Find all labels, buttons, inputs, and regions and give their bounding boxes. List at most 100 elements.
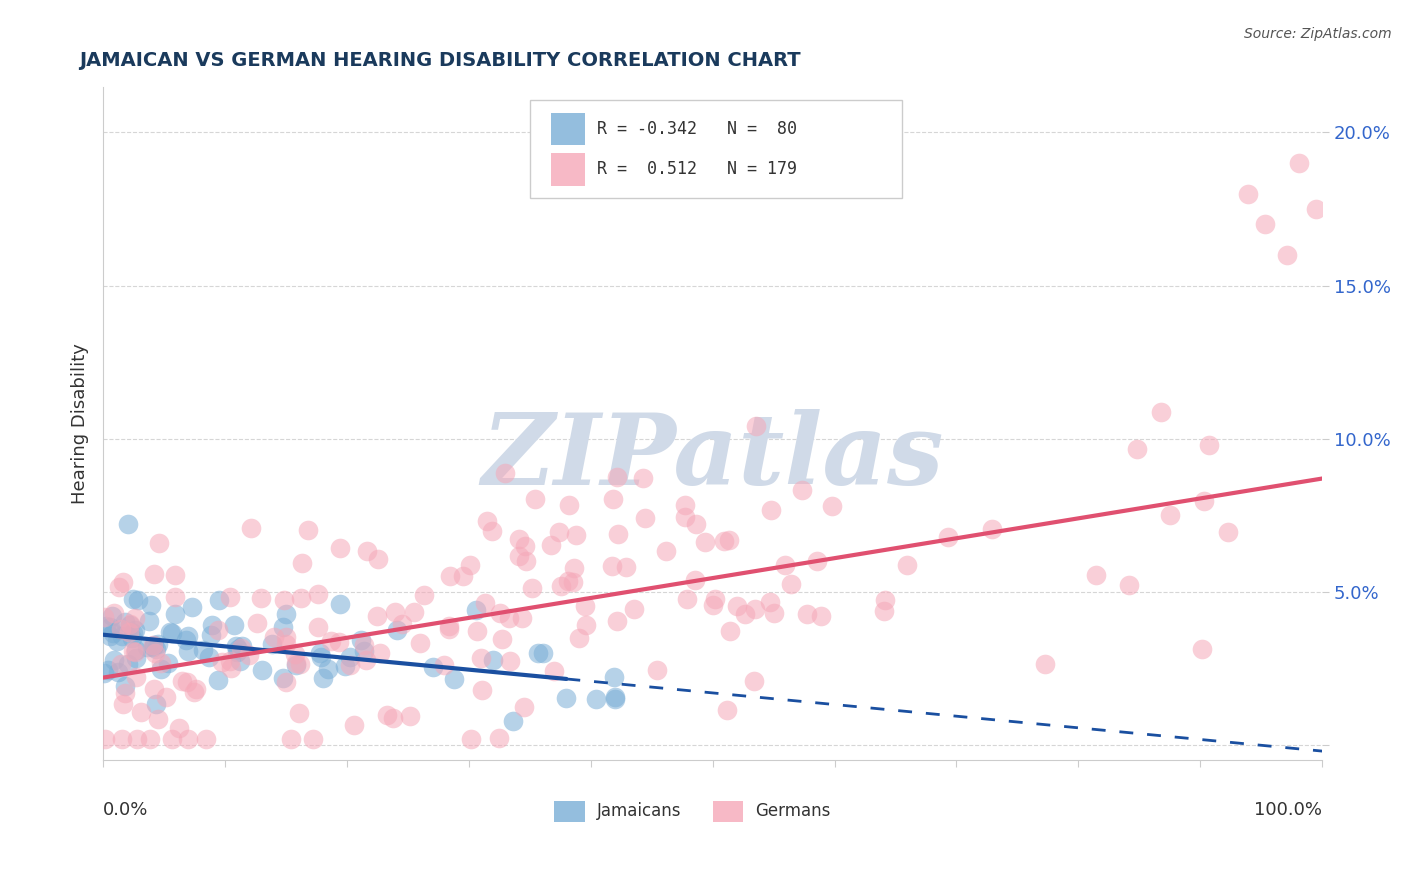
Point <box>655 544 678 558</box>
Point <box>111 731 134 746</box>
Point <box>148 535 170 549</box>
Point <box>693 534 716 549</box>
Point <box>136 640 159 655</box>
Point <box>543 665 565 679</box>
Point <box>142 638 165 652</box>
Point <box>433 657 456 672</box>
Point <box>547 525 569 540</box>
Point <box>117 657 139 672</box>
Point <box>1085 568 1108 582</box>
Point <box>354 653 377 667</box>
Point <box>307 619 329 633</box>
Point <box>606 614 628 628</box>
Point <box>328 635 350 649</box>
Point <box>339 657 361 672</box>
Point <box>333 658 356 673</box>
Point <box>673 510 696 524</box>
Point <box>1033 657 1056 671</box>
Point <box>605 692 627 706</box>
Point <box>676 591 699 606</box>
Point <box>271 620 294 634</box>
Point <box>465 624 488 639</box>
Point <box>165 590 187 604</box>
Point <box>873 592 896 607</box>
Point <box>155 690 177 704</box>
Point <box>717 533 740 548</box>
Point <box>602 492 624 507</box>
Bar <box>551 153 585 186</box>
Point <box>107 665 129 679</box>
Point <box>527 646 550 660</box>
Point <box>350 632 373 647</box>
Point <box>120 617 142 632</box>
Point <box>291 557 314 571</box>
Point <box>366 609 388 624</box>
Point <box>540 538 562 552</box>
Point <box>183 685 205 699</box>
Point <box>585 692 607 706</box>
Point <box>250 663 273 677</box>
Point <box>274 675 297 690</box>
Point <box>114 686 136 700</box>
Point <box>142 567 165 582</box>
Point <box>121 632 143 646</box>
Point <box>439 622 461 636</box>
Point <box>308 646 330 660</box>
Point <box>481 524 503 538</box>
Point <box>207 623 229 637</box>
Point <box>1194 493 1216 508</box>
Point <box>225 639 247 653</box>
Point <box>508 532 530 546</box>
Point <box>231 639 253 653</box>
Point <box>149 662 172 676</box>
Point <box>149 656 172 670</box>
Point <box>273 593 295 607</box>
Point <box>218 655 240 669</box>
Text: JAMAICAN VS GERMAN HEARING DISABILITY CORRELATION CHART: JAMAICAN VS GERMAN HEARING DISABILITY CO… <box>79 51 800 70</box>
Point <box>742 674 765 689</box>
Point <box>280 731 302 746</box>
Point <box>606 527 628 541</box>
Point <box>713 533 735 548</box>
Point <box>773 558 796 572</box>
Point <box>725 599 748 613</box>
Point <box>1253 217 1275 231</box>
Point <box>482 653 505 667</box>
Point <box>384 605 406 619</box>
Point <box>200 628 222 642</box>
Point <box>605 690 627 705</box>
Point <box>399 709 422 723</box>
Point <box>673 498 696 512</box>
Point <box>513 539 536 553</box>
Point <box>1198 438 1220 452</box>
Point <box>896 558 918 573</box>
Point <box>96 619 118 633</box>
Point <box>343 718 366 732</box>
Point <box>311 650 333 665</box>
Point <box>311 671 333 685</box>
Point <box>460 731 482 746</box>
Point <box>936 530 959 544</box>
Point <box>524 491 547 506</box>
Point <box>307 587 329 601</box>
Point <box>437 618 460 632</box>
Point <box>685 516 707 531</box>
Point <box>177 731 200 746</box>
Point <box>224 617 246 632</box>
Point <box>718 624 741 638</box>
Point <box>402 605 425 619</box>
Point <box>208 592 231 607</box>
Point <box>125 650 148 665</box>
Bar <box>713 801 744 822</box>
Point <box>759 595 782 609</box>
Point <box>353 644 375 658</box>
Point <box>562 561 585 575</box>
Point <box>124 643 146 657</box>
Point <box>124 645 146 659</box>
Point <box>499 654 522 668</box>
Point <box>226 642 249 657</box>
Point <box>290 591 312 605</box>
Point <box>143 681 166 696</box>
Point <box>716 703 738 717</box>
Point <box>1216 525 1239 540</box>
